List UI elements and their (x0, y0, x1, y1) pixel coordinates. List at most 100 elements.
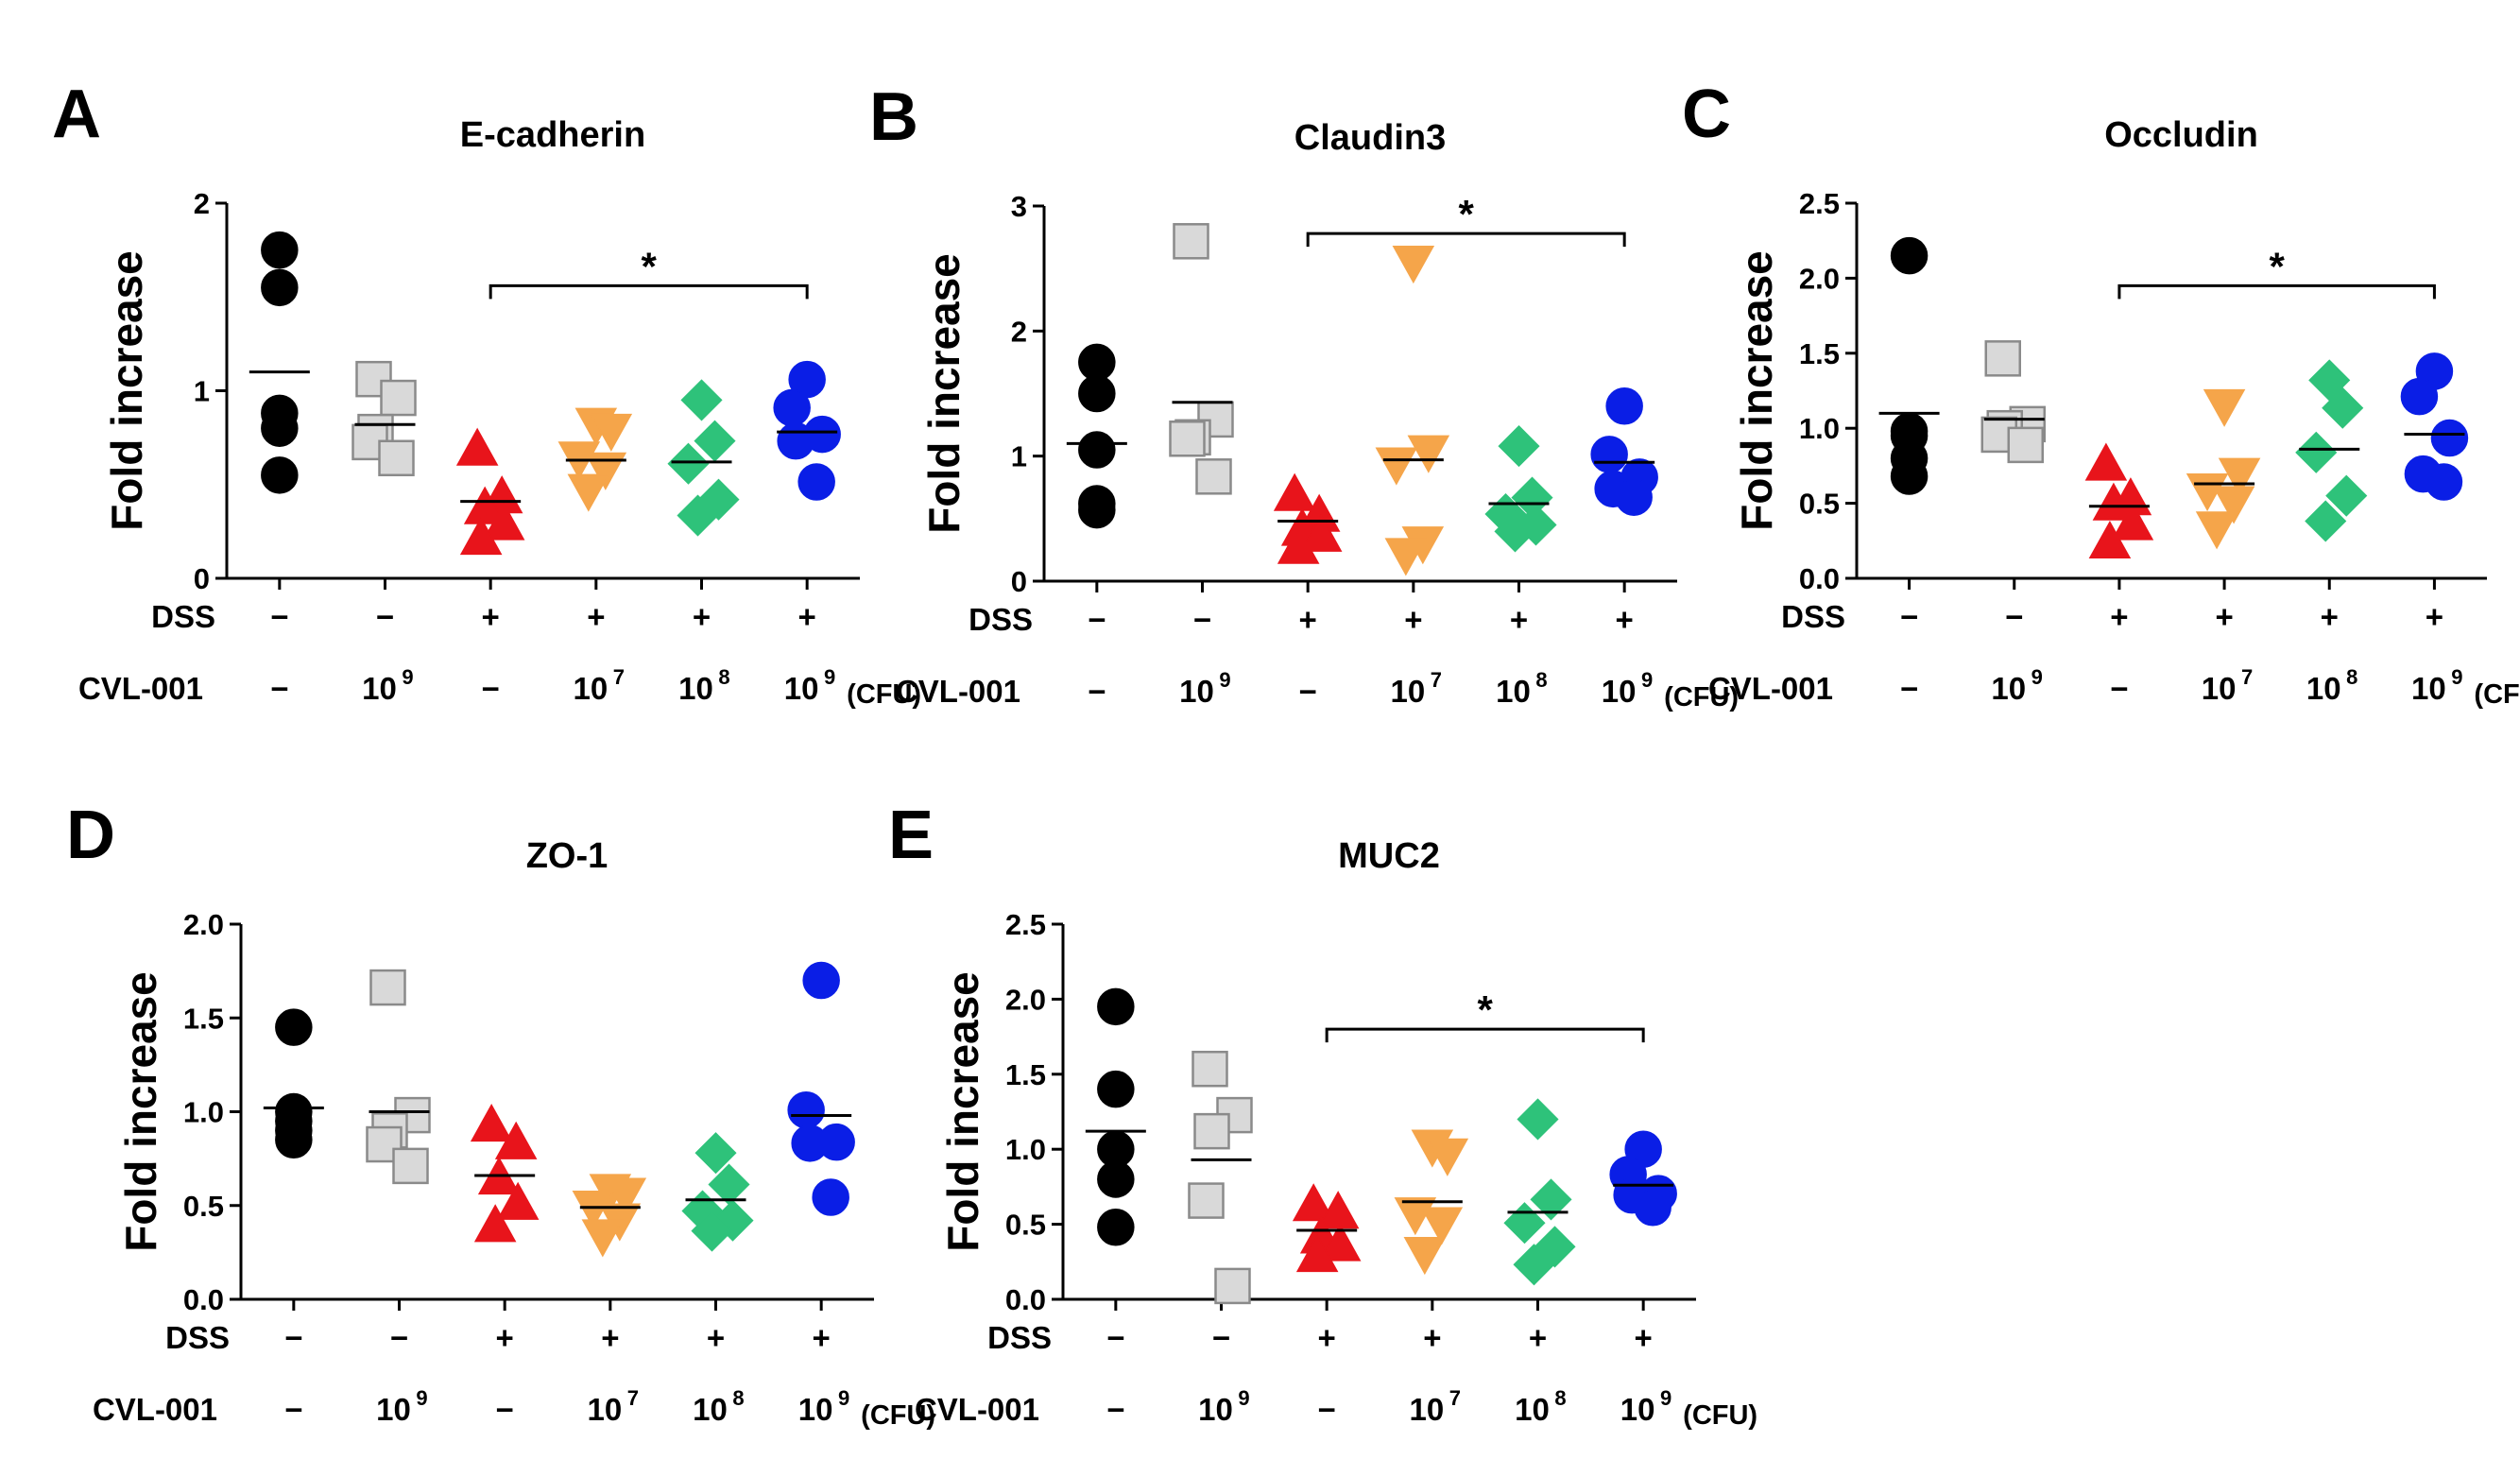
significance-star: * (1458, 192, 1474, 236)
cfu-unit-label: (CFU) (861, 1400, 935, 1431)
cvl-cell-base: 10 (573, 671, 608, 706)
data-point (1292, 1183, 1335, 1222)
cvl-cell-exponent: 7 (1431, 668, 1442, 692)
cvl-cell-base: 10 (693, 1392, 728, 1427)
y-tick-label: 2.0 (1799, 262, 1840, 295)
data-point (261, 456, 299, 494)
y-tick-label: 0 (194, 562, 210, 595)
y-axis-label: Fold increase (1732, 250, 1781, 531)
data-point (1634, 1188, 1671, 1227)
data-point (1214, 1267, 1251, 1305)
data-point (459, 516, 503, 556)
panel-letter: E (888, 798, 934, 873)
dss-cell: − (1088, 602, 1106, 637)
y-tick-label: 0.0 (1005, 1283, 1046, 1316)
data-point (797, 463, 835, 501)
y-tick-label: 1.0 (1799, 412, 1840, 445)
cvl-cell-exponent: 9 (416, 1386, 427, 1410)
dss-cell: + (496, 1320, 514, 1355)
y-tick-label: 2.5 (1005, 908, 1046, 941)
y-tick-label: 1 (194, 375, 210, 408)
y-axis-label: Fold increase (938, 971, 987, 1252)
y-tick-label: 0.0 (183, 1283, 224, 1316)
cvl-cell-exponent: 8 (2346, 665, 2357, 689)
data-point (1097, 1070, 1135, 1108)
cvl-cell: − (1106, 1392, 1124, 1427)
y-tick-label: 0 (1011, 565, 1027, 598)
cvl-cell-base: 10 (678, 671, 713, 706)
data-point (455, 427, 499, 466)
data-point (1193, 1112, 1230, 1150)
panel-e: E MUC2 Fold increase 0.0 0.5 1.0 1.5 2.0 2.5 * DSS… (888, 798, 1757, 1431)
significance-star: * (641, 244, 657, 288)
dss-cell: + (693, 599, 711, 634)
data-point (1403, 1237, 1447, 1276)
dss-cell: − (390, 1320, 408, 1355)
cvl-row-label: CVL-001 (915, 1392, 1039, 1427)
data-point (2195, 511, 2238, 550)
dss-row-label: DSS (987, 1320, 1052, 1355)
data-point (1078, 490, 1116, 529)
cvl-row-label: CVL-001 (93, 1392, 217, 1427)
dss-row-label: DSS (1781, 599, 1845, 634)
data-point (1513, 1244, 1555, 1286)
cfu-unit-label: (CFU) (1683, 1400, 1757, 1431)
panel-letter: B (869, 79, 918, 155)
data-point (1097, 1160, 1135, 1198)
data-point (584, 452, 627, 490)
data-point (2295, 431, 2338, 473)
data-point (1078, 374, 1116, 413)
dss-cell: + (2215, 599, 2233, 634)
dss-cell: + (1616, 602, 1634, 637)
cvl-cell-exponent: 8 (1554, 1386, 1566, 1410)
cvl-cell-exponent: 9 (1641, 668, 1653, 692)
cvl-cell: − (496, 1392, 514, 1427)
y-axis-label: Fold increase (919, 253, 969, 534)
data-point (2322, 386, 2364, 429)
cfu-unit-label: (CFU) (1664, 682, 1739, 712)
cvl-cell-base: 10 (1198, 1392, 1233, 1427)
data-point (1890, 236, 1929, 275)
cvl-cell-base: 10 (1602, 674, 1637, 709)
cvl-row-label: CVL-001 (78, 671, 203, 706)
data-point (1530, 1178, 1572, 1221)
data-point (2425, 463, 2463, 501)
data-point (1169, 420, 1206, 457)
cvl-cell-exponent: 9 (824, 665, 835, 689)
data-point (369, 969, 406, 1006)
cvl-cell-base: 10 (798, 1392, 833, 1427)
panel-d: D ZO-1 Fold increase 0.0 0.5 1.0 1.5 2.0 DSS − − + +… (66, 798, 935, 1431)
data-point (590, 413, 633, 452)
y-tick-label: 2.5 (1799, 187, 1840, 220)
dss-cell: − (376, 599, 394, 634)
y-tick-label: 0.5 (183, 1190, 224, 1223)
cvl-row-label: CVL-001 (896, 674, 1020, 709)
cvl-cell-exponent: 7 (613, 665, 625, 689)
y-tick-label: 1 (1011, 440, 1027, 473)
cvl-cell-exponent: 7 (2241, 665, 2253, 689)
cvl-cell-base: 10 (2411, 671, 2446, 706)
panel-letter: D (66, 798, 115, 873)
data-point (1394, 1197, 1437, 1236)
cvl-row-label: CVL-001 (1708, 671, 1833, 706)
y-tick-label: 1.0 (183, 1096, 224, 1129)
data-point (691, 1210, 733, 1252)
data-point (1173, 223, 1209, 260)
chart-title: Claudin3 (1294, 118, 1446, 158)
cvl-cell-base: 10 (1496, 674, 1531, 709)
cvl-cell-base: 10 (784, 671, 819, 706)
dss-cell: − (1900, 599, 1918, 634)
cvl-cell-base: 10 (1515, 1392, 1550, 1427)
data-point (777, 421, 814, 460)
data-point (2218, 457, 2261, 496)
data-point (1494, 510, 1536, 553)
data-point (1078, 431, 1116, 469)
chart-title: ZO-1 (526, 836, 609, 876)
dss-cell: + (587, 599, 605, 634)
data-point (1615, 478, 1653, 516)
chart-title: E-cadherin (460, 115, 645, 155)
cvl-cell-exponent: 9 (1238, 1386, 1249, 1410)
dss-cell: + (1423, 1320, 1441, 1355)
data-point (1299, 513, 1343, 552)
